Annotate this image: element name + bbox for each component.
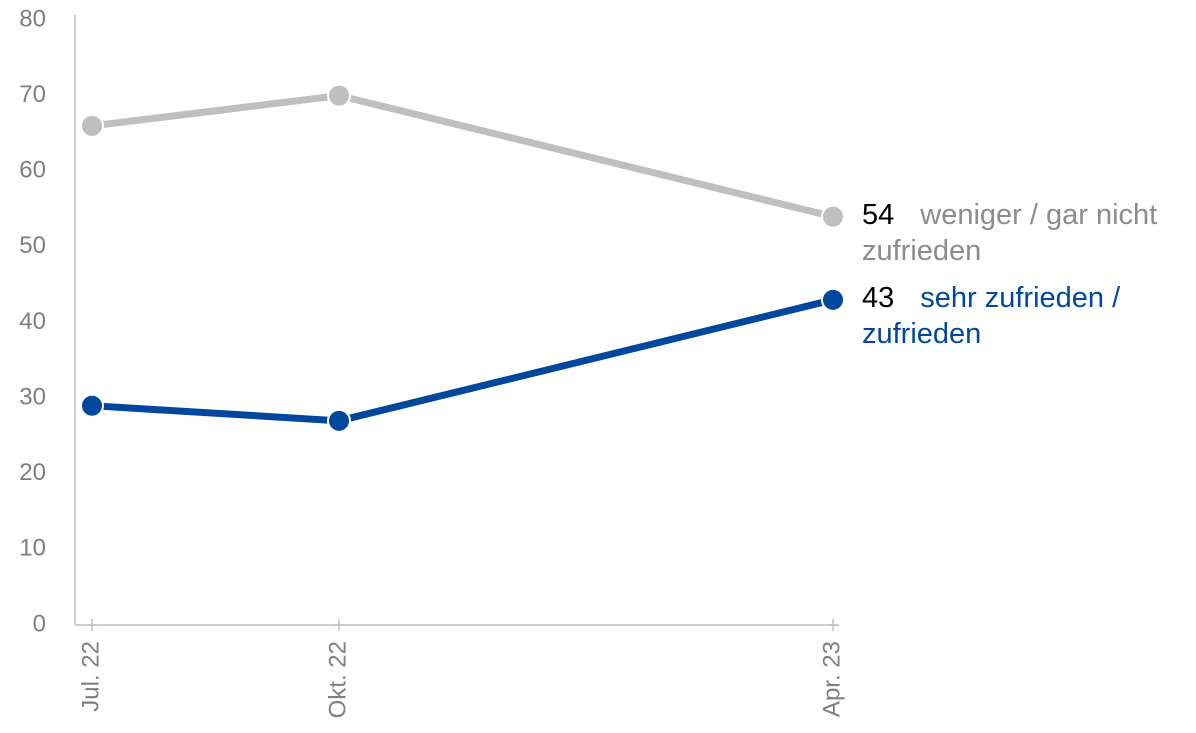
data-point [821,287,845,312]
legend-label: sehr zufrieden / zufrieden [862,281,1121,350]
end-label: 54 weniger / gar nicht zufrieden [862,197,1192,269]
x-tick-label: Okt. 22 [324,641,351,718]
data-point [80,113,104,138]
y-tick-label: 20 [19,459,46,486]
y-tick-label: 0 [33,610,46,637]
value-label: 54 [862,198,895,231]
legend-label: weniger / gar nicht zufrieden [862,198,1158,267]
y-tick-label: 30 [19,383,46,410]
y-tick-label: 50 [19,232,46,259]
data-point [821,204,845,229]
series-line [91,92,834,221]
end-label: 43 sehr zufrieden / zufrieden [862,280,1192,352]
series-line [91,296,834,425]
x-tick-label: Jul. 22 [77,641,104,712]
y-tick-label: 80 [19,5,46,32]
x-tick-label: Apr. 23 [818,641,845,717]
value-label: 43 [862,281,895,314]
data-point [80,393,104,418]
y-tick-label: 60 [19,157,46,184]
y-tick-label: 70 [19,81,46,108]
data-point [327,83,351,108]
data-point [327,408,351,433]
y-tick-label: 10 [19,535,46,562]
y-tick-label: 40 [19,308,46,335]
